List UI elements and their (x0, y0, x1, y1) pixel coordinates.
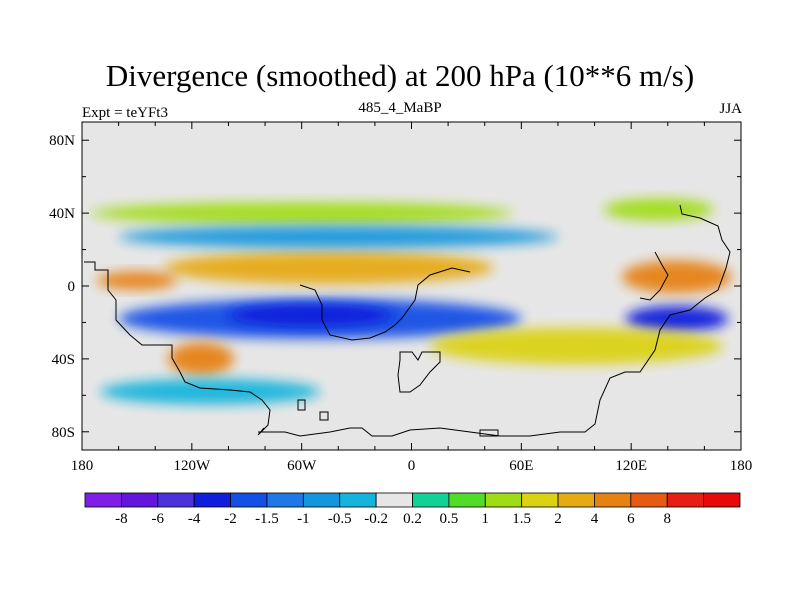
colorbar-swatch (230, 492, 268, 508)
south-divergence-band (429, 327, 723, 365)
colorbar-label: -0.2 (364, 511, 388, 527)
y-tick-label: 0 (68, 279, 76, 295)
x-tick-label: 120W (173, 458, 211, 474)
colorbar-swatch (302, 492, 341, 508)
colorbar-label: -2 (224, 511, 237, 527)
colorbar-label: 4 (591, 511, 599, 527)
asia-divergence (622, 260, 732, 294)
colorbar-label: 8 (663, 511, 671, 527)
colorbar-label: -1.5 (255, 511, 279, 527)
season-label: JJA (719, 101, 742, 117)
y-tick-label: 40N (49, 206, 75, 222)
colorbar-label: 1.5 (512, 511, 531, 527)
colorbar-swatch (120, 492, 159, 508)
colorbar: -8 -6 -4 -2 -1.5 -1 -0.5 -0.2 0.2 0.5 1 1.5 2 4 6 8 (84, 492, 741, 527)
north-tropical-divergence-core (96, 271, 178, 290)
coastline-antarctica (258, 204, 731, 437)
chart-title: Divergence (smoothed) at 200 hPa (10**6 … (105, 58, 695, 93)
x-tick-label: 0 (408, 458, 416, 474)
run-label: 485_4_MaBP (358, 100, 442, 116)
colorbar-label: -6 (152, 511, 165, 527)
colorbar-label: 1 (482, 511, 490, 527)
colorbar-swatch (557, 492, 595, 508)
colorbar-label: -4 (188, 511, 201, 527)
colorbar-swatch (630, 492, 668, 508)
north-tropical-divergence (164, 251, 494, 285)
experiment-label: Expt = teYFt3 (82, 105, 168, 121)
y-tick-label: 80N (49, 133, 75, 149)
colorbar-swatch (193, 492, 231, 508)
x-axis: 180 120W 60W 0 60E 120E 180 (71, 122, 753, 474)
colorbar-swatch (157, 492, 195, 508)
y-tick-label: 40S (52, 352, 75, 368)
coastline-indonesia (639, 251, 669, 301)
x-tick-label: 180 (71, 458, 94, 474)
north-midlatitude-band (91, 202, 513, 225)
x-tick-label: 60E (509, 458, 533, 474)
x-tick-label: 180 (730, 458, 753, 474)
colorbar-label: 2 (554, 511, 562, 527)
colorbar-swatch (703, 492, 741, 508)
colorbar-label: 6 (627, 511, 635, 527)
divergence-field (91, 198, 732, 405)
colorbar-label: 0.5 (440, 511, 459, 527)
colorbar-swatch (412, 492, 450, 508)
coastlines (84, 204, 731, 437)
colorbar-label: -0.5 (328, 511, 352, 527)
x-tick-label: 120E (615, 458, 647, 474)
coastline-south-africa (397, 351, 441, 393)
colorbar-swatch (594, 492, 632, 508)
coastline-africa-europe (299, 267, 471, 341)
y-tick-label: 80S (52, 425, 75, 441)
north-convergence-band (118, 225, 558, 248)
colorbar-swatch (375, 492, 413, 508)
colorbar-swatch (339, 492, 377, 508)
pacific-convergence-core (625, 306, 729, 332)
coastline-islands (297, 399, 499, 437)
colorbar-swatch (84, 492, 122, 508)
colorbar-swatch (448, 492, 486, 508)
colorbar-label: -1 (297, 511, 310, 527)
tropical-convergence-core (228, 304, 394, 327)
colorbar-label: -8 (115, 511, 128, 527)
colorbar-swatch (484, 492, 523, 508)
colorbar-label: 0.2 (403, 511, 422, 527)
x-tick-label: 60W (287, 458, 317, 474)
colorbar-swatch (266, 492, 304, 508)
south-pacific-divergence (168, 342, 234, 376)
colorbar-swatch (666, 492, 705, 508)
south-midlatitude-convergence (100, 378, 320, 405)
coastline-americas (84, 261, 271, 436)
y-axis: 80N 40N 0 40S 80S (49, 133, 741, 441)
colorbar-swatch (521, 492, 559, 508)
